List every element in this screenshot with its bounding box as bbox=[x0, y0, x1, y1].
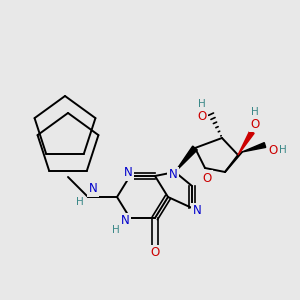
Text: H: H bbox=[112, 225, 120, 235]
Text: N: N bbox=[124, 167, 132, 179]
Text: H: H bbox=[76, 197, 84, 207]
Polygon shape bbox=[242, 142, 266, 152]
Text: O: O bbox=[250, 118, 260, 130]
Polygon shape bbox=[238, 131, 254, 155]
Text: O: O bbox=[202, 172, 211, 184]
Polygon shape bbox=[175, 146, 197, 172]
Text: H: H bbox=[279, 145, 287, 155]
Text: O: O bbox=[150, 247, 160, 260]
Text: N: N bbox=[169, 169, 177, 182]
Text: H: H bbox=[198, 99, 206, 109]
Text: O: O bbox=[268, 143, 278, 157]
Text: H: H bbox=[251, 107, 259, 117]
Text: N: N bbox=[193, 205, 201, 218]
Text: N: N bbox=[121, 214, 129, 227]
Text: N: N bbox=[88, 182, 98, 196]
Text: O: O bbox=[197, 110, 207, 124]
